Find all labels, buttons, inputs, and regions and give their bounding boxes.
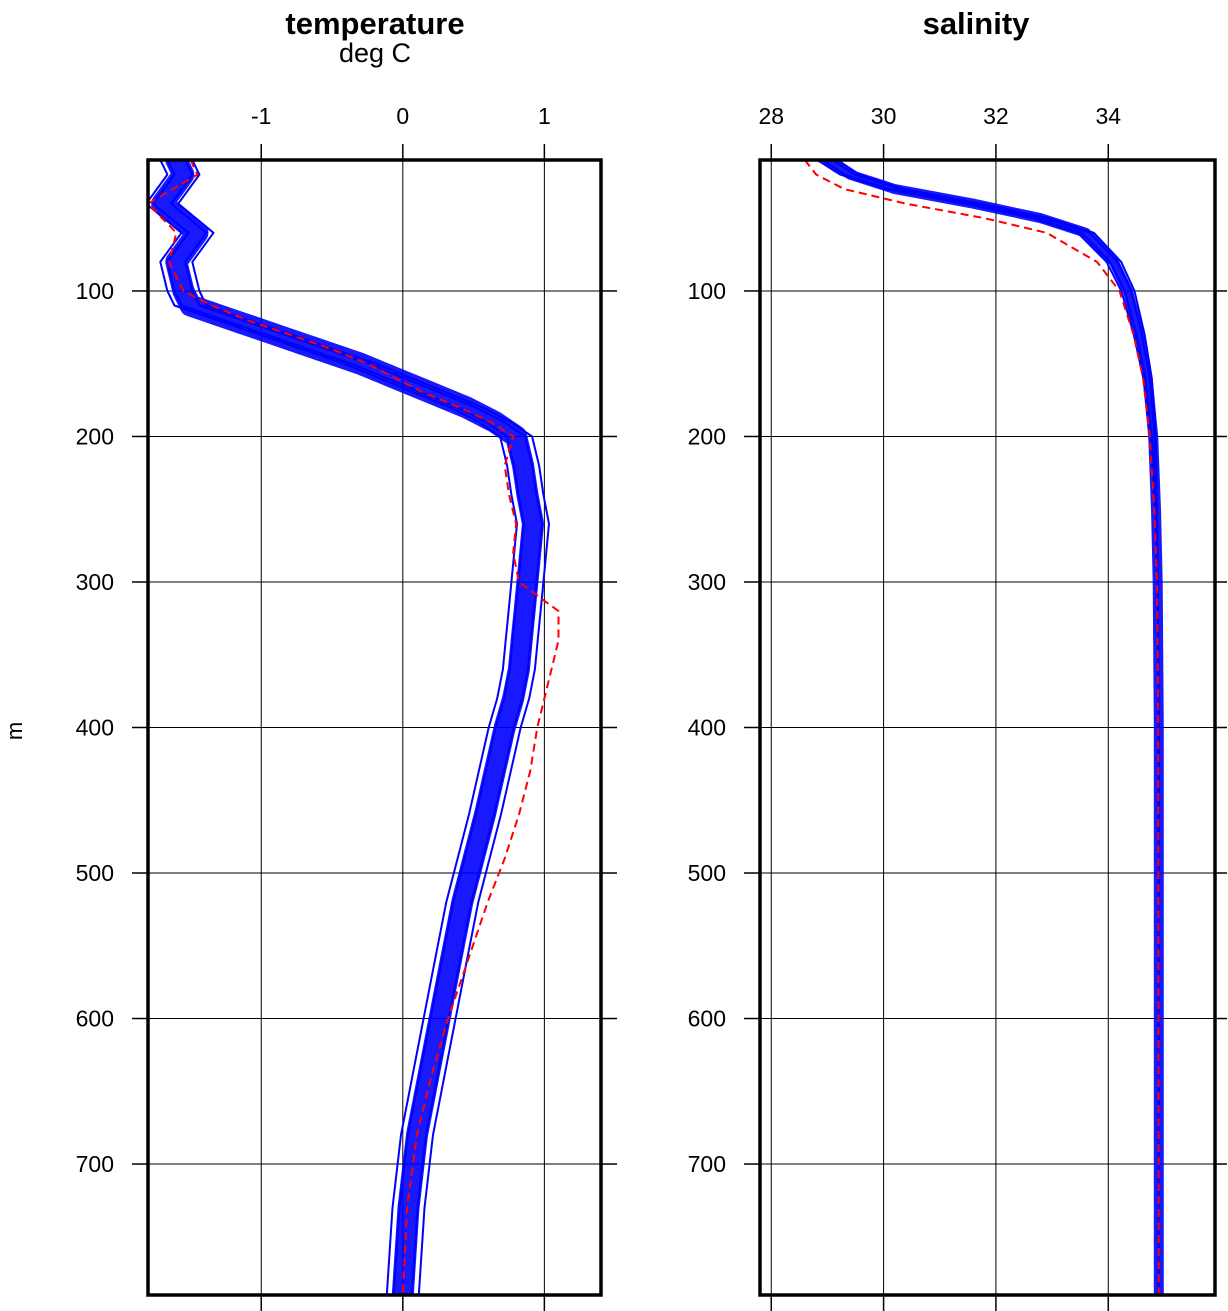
temperature-units: deg C [339,38,411,68]
y-axis-label: m [2,722,27,740]
temperature-title: temperature [285,6,464,41]
x-tick-label: 34 [1095,103,1121,129]
series-line-profile-ensemble-member [152,160,525,1295]
series-line-profile-ensemble-member [148,160,518,1295]
series-line-profile-ensemble-member [836,160,1160,1295]
series-line-profile-ensemble-member [170,160,543,1295]
y-tick-label: 500 [76,860,114,886]
x-tick-label: 30 [871,103,897,129]
y-tick-label: 100 [76,278,114,304]
y-tick-label: 500 [688,860,726,886]
y-tick-label: 300 [688,569,726,595]
y-tick-label: 700 [688,1151,726,1177]
y-tick-label: 700 [76,1151,114,1177]
y-tick-label: 400 [76,715,114,741]
y-tick-label: 200 [688,423,726,449]
temperature-panel: temperature deg C -1 0 1 100 200 300 400 500 60… [76,6,617,1311]
salinity-x-ticks: 28 30 32 34 [758,103,1121,1311]
y-tick-label: 600 [688,1006,726,1032]
temperature-x-ticks: -1 0 1 [251,103,551,1311]
y-tick-label: 300 [76,569,114,595]
series-line-profile-ensemble [151,160,544,1295]
temperature-profiles [148,160,560,1295]
salinity-panel: salinity 28 30 32 34 100 200 300 400 500 600 700 [688,6,1227,1311]
temperature-y-ticks: 100 200 300 400 500 600 700 [76,278,617,1177]
salinity-title: salinity [923,6,1031,41]
salinity-y-ticks: 100 200 300 400 500 600 700 [688,278,1227,1177]
x-tick-label: 32 [983,103,1009,129]
x-tick-label: 28 [758,103,784,129]
x-tick-label: -1 [251,103,271,129]
y-tick-label: 600 [76,1006,114,1032]
series-line-profile-ensemble-outer [148,160,560,1295]
x-tick-label: 1 [538,103,551,129]
salinity-profiles [804,160,1164,1295]
y-tick-label: 200 [76,423,114,449]
salinity-grid [760,160,1215,1295]
x-tick-label: 0 [396,103,409,129]
y-tick-label: 400 [688,715,726,741]
series-line-profile-ensemble-outer [804,160,1160,1295]
y-tick-label: 100 [688,278,726,304]
